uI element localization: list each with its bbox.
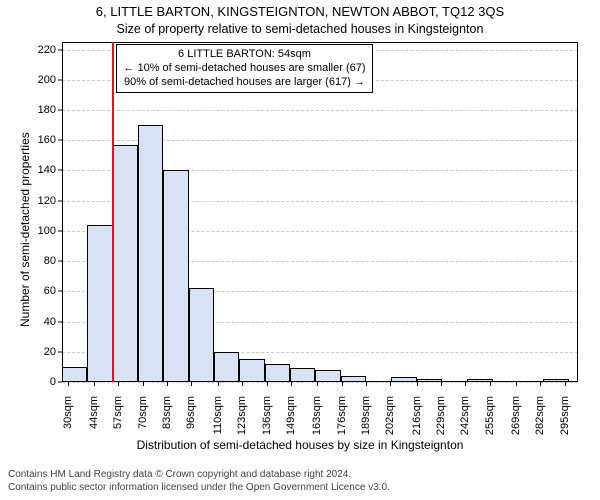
ytick-label: 0 [50, 376, 56, 388]
xtick-mark [565, 382, 566, 386]
xtick-label: 96sqm [185, 396, 197, 429]
histogram-bar [265, 364, 290, 382]
xtick-label: 163sqm [311, 396, 323, 435]
xtick-mark [317, 382, 318, 386]
ytick-label: 100 [38, 225, 56, 237]
xtick-mark [366, 382, 367, 386]
page-root: 6, LITTLE BARTON, KINGSTEIGNTON, NEWTON … [0, 0, 600, 500]
xtick-mark [167, 382, 168, 386]
ytick-label: 120 [38, 195, 56, 207]
xtick-mark [465, 382, 466, 386]
gridline [62, 110, 578, 111]
histogram-bar [87, 225, 112, 382]
xtick-label: 295sqm [559, 396, 571, 435]
histogram-bar [290, 368, 315, 382]
xtick-mark [291, 382, 292, 386]
footer-line-1: Contains HM Land Registry data © Crown c… [8, 469, 390, 482]
xtick-label: 189sqm [360, 396, 372, 435]
xtick-mark [540, 382, 541, 386]
footer-attribution: Contains HM Land Registry data © Crown c… [8, 469, 390, 494]
ytick-label: 200 [38, 74, 56, 86]
ytick-label: 180 [38, 104, 56, 116]
histogram-bar [189, 288, 214, 382]
xtick-mark [267, 382, 268, 386]
xtick-label: 229sqm [435, 396, 447, 435]
footer-line-2: Contains public sector information licen… [8, 482, 390, 495]
histogram-bar [214, 352, 239, 382]
xtick-label: 136sqm [261, 396, 273, 435]
xtick-mark [441, 382, 442, 386]
xtick-label: 149sqm [285, 396, 297, 435]
histogram-bar [239, 359, 264, 382]
x-axis-label: Distribution of semi-detached houses by … [0, 438, 600, 452]
xtick-mark [191, 382, 192, 386]
xtick-label: 176sqm [336, 396, 348, 435]
annotation-line-1: 6 LITTLE BARTON: 54sqm [123, 48, 365, 62]
histogram-bar [138, 125, 163, 382]
gridline [62, 382, 578, 383]
xtick-label: 44sqm [88, 396, 100, 429]
xtick-label: 282sqm [534, 396, 546, 435]
xtick-mark [417, 382, 418, 386]
histogram-bar [62, 367, 87, 382]
ytick-label: 220 [38, 44, 56, 56]
xtick-label: 216sqm [411, 396, 423, 435]
axis-line [62, 42, 578, 43]
histogram-bar [113, 145, 138, 382]
xtick-label: 202sqm [384, 396, 396, 435]
xtick-mark [390, 382, 391, 386]
annotation-line-2: ← 10% of semi-detached houses are smalle… [123, 62, 365, 76]
xtick-mark [218, 382, 219, 386]
xtick-mark [68, 382, 69, 386]
xtick-label: 57sqm [112, 396, 124, 429]
annotation-line-3: 90% of semi-detached houses are larger (… [123, 76, 365, 90]
ytick-label: 60 [44, 285, 56, 297]
property-marker-line [112, 42, 114, 382]
xtick-mark [94, 382, 95, 386]
ytick-label: 160 [38, 134, 56, 146]
histogram-bar [163, 170, 188, 382]
ytick-label: 80 [44, 255, 56, 267]
xtick-label: 123sqm [236, 396, 248, 435]
annotation-box: 6 LITTLE BARTON: 54sqm← 10% of semi-deta… [116, 44, 372, 93]
xtick-label: 110sqm [212, 396, 224, 434]
xtick-label: 83sqm [161, 396, 173, 429]
xtick-mark [143, 382, 144, 386]
xtick-label: 30sqm [62, 396, 74, 429]
xtick-mark [118, 382, 119, 386]
xtick-mark [516, 382, 517, 386]
y-axis-label: Number of semi-detached properties [18, 132, 32, 327]
chart-subtitle: Size of property relative to semi-detach… [0, 22, 600, 36]
axis-line [62, 381, 578, 382]
xtick-label: 242sqm [459, 396, 471, 435]
xtick-label: 269sqm [510, 396, 522, 435]
axis-line [577, 42, 578, 382]
axis-line [62, 42, 63, 382]
xtick-mark [342, 382, 343, 386]
ytick-label: 40 [44, 316, 56, 328]
xtick-mark [242, 382, 243, 386]
ytick-label: 140 [38, 164, 56, 176]
chart-title: 6, LITTLE BARTON, KINGSTEIGNTON, NEWTON … [0, 4, 600, 19]
xtick-mark [490, 382, 491, 386]
plot-area: 02040608010012014016018020022030sqm44sqm… [62, 42, 578, 382]
ytick-label: 20 [44, 346, 56, 358]
xtick-label: 255sqm [484, 396, 496, 435]
xtick-label: 70sqm [137, 396, 149, 429]
